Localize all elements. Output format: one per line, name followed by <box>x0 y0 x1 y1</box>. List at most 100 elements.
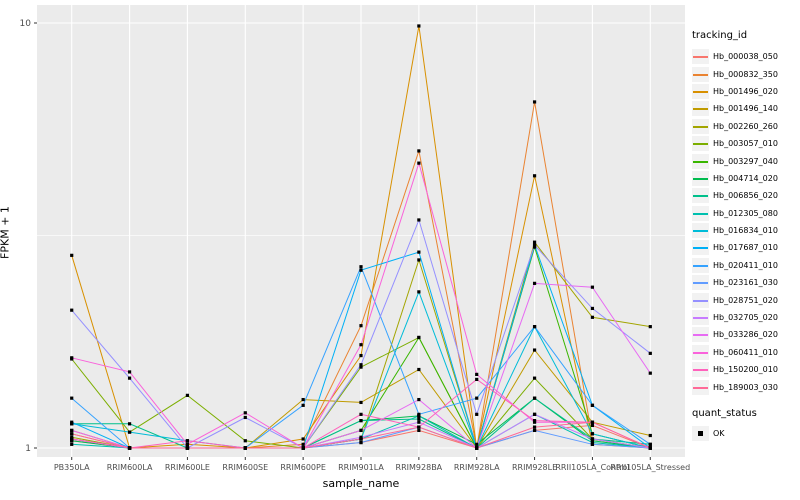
legend-item-label: Hb_004714_020 <box>713 173 778 183</box>
legend-key-line-icon <box>692 292 709 308</box>
data-point <box>417 250 421 254</box>
x-tick-label: RRIM600LA <box>107 463 153 472</box>
data-point <box>417 428 421 433</box>
data-point <box>590 423 595 428</box>
legend-item-label: Hb_023161_030 <box>713 278 778 288</box>
legend-item-label: Hb_020411_010 <box>713 260 778 270</box>
data-point <box>590 420 595 424</box>
legend-item: Hb_189003_030 <box>692 378 800 395</box>
legend-item: Hb_020411_010 <box>692 257 800 274</box>
legend-item-label: Hb_032705_020 <box>713 313 778 323</box>
data-point <box>243 446 247 450</box>
legend-item: Hb_001496_140 <box>692 100 800 117</box>
legend-key-line-icon <box>692 118 709 134</box>
legend-key-line-icon <box>692 188 709 204</box>
data-point <box>417 24 421 28</box>
legend-item: Hb_003297_040 <box>692 152 800 169</box>
legend-item: Hb_000832_350 <box>692 65 800 82</box>
data-point <box>417 218 421 222</box>
data-point <box>648 446 652 450</box>
data-point <box>359 265 363 269</box>
data-point <box>301 403 305 407</box>
data-point <box>648 433 652 438</box>
data-point <box>301 446 305 450</box>
data-point <box>359 412 363 416</box>
legend-key-line-icon <box>692 310 709 326</box>
data-point <box>70 435 74 439</box>
legend-key-line-icon <box>692 83 709 99</box>
data-point <box>359 268 363 272</box>
legend: tracking_id Hb_000038_050 Hb_000832_350 Hb… <box>692 30 800 442</box>
data-point <box>70 396 74 400</box>
data-point <box>532 325 537 329</box>
y-tick-label: 10 <box>20 19 32 29</box>
legend-item: Hb_003057_010 <box>692 135 800 152</box>
data-point <box>417 417 421 421</box>
data-point <box>590 439 595 443</box>
data-point <box>359 363 363 367</box>
legend-item: Hb_032705_020 <box>692 309 800 326</box>
legend-key-line-icon <box>692 49 709 65</box>
plot-area: 1 10 PB350LA RRIM600LA RRIM600LE RRIM600SE RRI… <box>20 5 690 472</box>
data-point <box>648 442 652 446</box>
legend-item-label: Hb_000038_050 <box>713 52 778 62</box>
gridlines <box>37 5 685 457</box>
legend-item: Hb_000038_050 <box>692 48 800 65</box>
legend-item: Hb_002260_260 <box>692 118 800 135</box>
data-point <box>243 411 247 415</box>
data-point <box>417 258 421 262</box>
data-point <box>590 285 595 289</box>
legend-item-label: Hb_060411_010 <box>713 347 778 357</box>
x-tick-label: RRIM901LA <box>338 463 384 472</box>
data-point <box>648 371 652 375</box>
data-point <box>301 437 305 441</box>
data-point <box>301 442 305 446</box>
legend-item-label: Hb_150200_010 <box>713 365 778 375</box>
legend-item-label: Hb_012305_080 <box>713 208 778 218</box>
data-point <box>359 419 363 423</box>
legend-key-line-icon <box>692 275 709 291</box>
data-point <box>590 432 595 436</box>
legend-item-label: Hb_001496_140 <box>713 104 778 114</box>
legend-item-label: Hb_000832_350 <box>713 69 778 79</box>
data-point <box>532 240 537 244</box>
data-point <box>417 335 421 340</box>
legend-item-label: Hb_189003_030 <box>713 382 778 392</box>
data-point <box>532 281 537 285</box>
legend-item: Hb_012305_080 <box>692 205 800 222</box>
data-point <box>70 308 74 312</box>
data-point <box>417 149 421 153</box>
data-point <box>185 393 190 397</box>
data-point <box>185 439 190 443</box>
data-point <box>359 400 363 405</box>
data-point <box>359 440 363 445</box>
data-point <box>359 437 363 441</box>
legend-item-label: Hb_003057_010 <box>713 139 778 149</box>
legend-key-line-icon <box>692 327 709 343</box>
data-point <box>532 245 537 249</box>
x-tick-label: RRIM600LE <box>165 463 210 472</box>
legend-key-line-icon <box>692 136 709 152</box>
legend-item-label: Hb_003297_040 <box>713 156 778 166</box>
data-point <box>417 367 421 372</box>
data-point <box>70 439 74 443</box>
data-point <box>417 397 421 402</box>
legend-item-label: Hb_006856_020 <box>713 191 778 201</box>
legend-item-label: OK <box>713 429 725 438</box>
legend-item-label: Hb_033286_020 <box>713 330 778 340</box>
data-point <box>475 372 479 376</box>
data-point <box>243 439 247 443</box>
legend-key-line-icon <box>692 223 709 239</box>
axis-ticks <box>34 22 651 460</box>
legend-items: Hb_000038_050 Hb_000832_350 Hb_001496_020 H… <box>692 48 800 396</box>
data-point <box>127 422 132 426</box>
data-point <box>70 422 74 426</box>
x-tick-label: RRII105LA_Stressed <box>610 463 690 472</box>
legend-item-quant-status: OK <box>692 425 800 442</box>
data-point <box>532 428 537 433</box>
data-point <box>185 442 190 446</box>
data-point <box>70 253 74 257</box>
data-point <box>532 100 537 104</box>
legend-title-tracking-id: tracking_id <box>692 30 748 41</box>
